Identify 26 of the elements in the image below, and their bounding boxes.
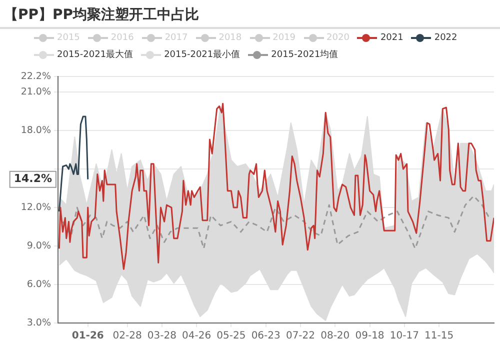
x-tick-label: 09-18 (355, 330, 384, 342)
y-tick-label: 9.0% (26, 240, 51, 252)
x-tick-label: 10-17 (390, 330, 419, 342)
x-tick-label: 02-28 (112, 330, 142, 342)
x-tick-label: 06-23 (251, 330, 280, 342)
x-tick-label: 05-25 (216, 330, 246, 342)
x-tick-label: 03-28 (147, 330, 176, 342)
text: 14.2% (14, 172, 52, 186)
legend-label: 2015-2021最大值 (57, 50, 134, 60)
x-tick-label: 07-22 (286, 330, 316, 342)
x-tick-label: 11-15 (424, 330, 454, 342)
y-tick-label: 21.0% (20, 86, 51, 98)
legend-label: 2015-2021最小值 (164, 50, 240, 60)
y-tick-label: 22.2% (20, 71, 51, 82)
chart-title: 【PP】PP均聚注塑开工中占比 (4, 6, 200, 24)
x-tick-label: 04-26 (182, 330, 212, 342)
legend-label: 2015-2021均值 (271, 50, 338, 60)
x-tick-label: 01-26 (72, 330, 104, 342)
legend-label: 2022 (434, 33, 458, 43)
line-series (62, 195, 490, 250)
y-tick-label: 18.0% (20, 125, 51, 136)
y-tick-label: 12.0% (20, 202, 51, 214)
y-tick-label: 3.0% (26, 317, 51, 328)
legend-label: 2021 (380, 33, 404, 43)
x-tick-label: 08-20 (320, 330, 350, 342)
y-tick-label: 6.0% (26, 278, 51, 290)
